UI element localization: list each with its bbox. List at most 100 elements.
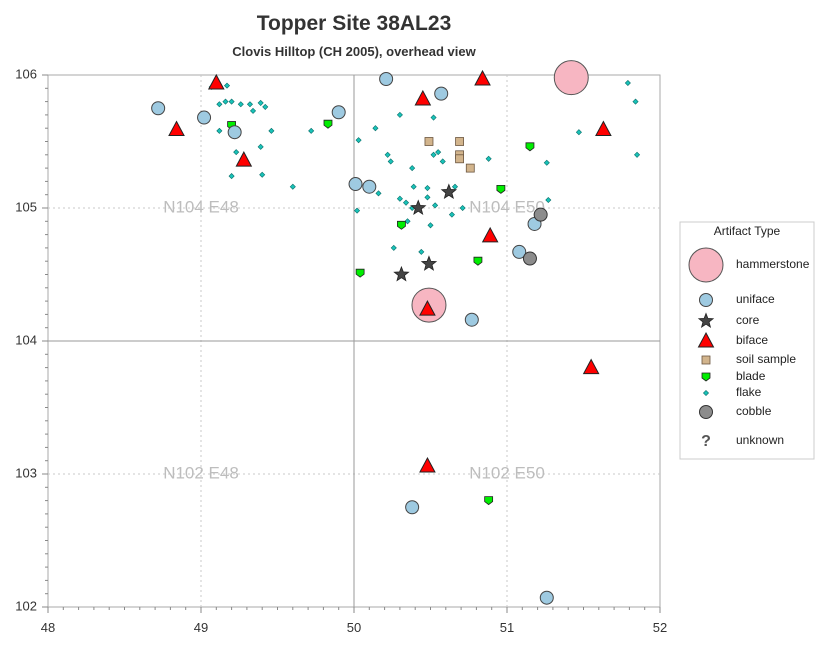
soil-sample-point xyxy=(424,137,434,146)
flake-point xyxy=(396,111,403,118)
grid-label-n104-e50: N104 E50 xyxy=(469,197,545,216)
blade-point xyxy=(484,496,494,506)
flake-point xyxy=(485,155,492,162)
blade-point xyxy=(323,119,333,129)
flake-point xyxy=(459,204,466,212)
flake-point xyxy=(424,185,431,192)
flake-point xyxy=(228,173,235,180)
legend-symbol-blade xyxy=(701,372,711,382)
blade-point xyxy=(496,184,506,194)
flake-point xyxy=(222,98,229,105)
flake-point xyxy=(259,171,266,178)
x-tick-label: 50 xyxy=(347,620,361,635)
flake-point xyxy=(448,211,455,218)
flake-point xyxy=(427,222,434,229)
flake-point xyxy=(354,207,361,214)
legend-label-biface: biface xyxy=(736,333,768,347)
flake-point xyxy=(432,202,439,209)
legend-symbols xyxy=(688,247,724,419)
flake-point xyxy=(545,196,552,204)
uniface-point xyxy=(434,86,449,101)
flake-point xyxy=(216,127,223,134)
uniface-point xyxy=(151,101,166,116)
flake-point xyxy=(575,129,582,136)
uniface-point xyxy=(197,110,212,125)
y-tick-label: 106 xyxy=(15,66,37,81)
flake-point xyxy=(233,149,240,156)
biface-point xyxy=(207,73,225,90)
flake-point xyxy=(409,165,416,172)
flake-point xyxy=(634,151,641,158)
hammerstone-point xyxy=(553,60,589,96)
legend-label-flake: flake xyxy=(736,385,762,399)
chart-title: Topper Site 38AL23 xyxy=(257,12,452,35)
data-points xyxy=(151,60,641,605)
legend-symbol-soil-sample xyxy=(701,355,711,365)
biface-point xyxy=(414,89,432,106)
flake-point xyxy=(451,183,459,190)
flake-point xyxy=(410,183,417,190)
flake-point xyxy=(632,98,639,105)
legend-symbol-hammerstone xyxy=(688,247,724,283)
blade-point xyxy=(473,256,483,266)
x-axis-tick-labels: 48 49 50 51 52 xyxy=(41,620,667,635)
y-axis-tick-labels: 102 103 104 105 106 xyxy=(15,66,37,613)
flake-point xyxy=(223,82,231,89)
flake-point xyxy=(430,151,437,158)
cobble-point xyxy=(533,207,548,222)
uniface-point xyxy=(405,500,420,515)
flake-point xyxy=(439,158,446,165)
flake-point xyxy=(418,248,425,255)
legend-label-core: core xyxy=(736,313,760,327)
grid-label-n102-e48: N102 E48 xyxy=(163,463,239,482)
biface-point xyxy=(481,226,499,243)
uniface-point xyxy=(227,125,242,140)
flake-point xyxy=(424,194,431,201)
x-tick-label: 52 xyxy=(653,620,667,635)
core-point xyxy=(440,183,458,200)
flake-point xyxy=(257,99,264,106)
legend-title: Artifact Type xyxy=(714,224,781,238)
flake-point xyxy=(308,127,315,134)
legend-symbol-cobble xyxy=(699,405,713,419)
legend-label-soil-sample: soil sample xyxy=(736,352,796,366)
flake-point xyxy=(289,183,296,190)
flake-point xyxy=(430,114,437,121)
soil-sample-point xyxy=(455,154,464,164)
grid-square-labels: N104 E48 N104 E50 N102 E48 N102 E50 xyxy=(163,197,545,482)
x-tick-label: 48 xyxy=(41,620,55,635)
legend-symbol-uniface xyxy=(699,293,713,307)
flake-point xyxy=(402,199,410,206)
legend-symbol-core xyxy=(697,312,715,328)
flake-point xyxy=(237,101,244,108)
legend-label-hammerstone: hammerstone xyxy=(736,257,810,271)
axis-ticks xyxy=(42,74,661,613)
legend-label-blade: blade xyxy=(736,369,766,383)
grid-label-n102-e50: N102 E50 xyxy=(469,463,545,482)
flake-point xyxy=(390,244,397,251)
flake-point xyxy=(372,125,379,132)
uniface-point xyxy=(331,105,346,120)
flake-point xyxy=(262,103,269,110)
uniface-point xyxy=(464,312,479,327)
core-point xyxy=(410,199,427,215)
flake-point xyxy=(543,159,550,166)
flake-point xyxy=(257,143,264,150)
x-tick-label: 51 xyxy=(500,620,514,635)
flake-point xyxy=(435,149,442,156)
flake-point xyxy=(268,127,275,134)
flake-point xyxy=(375,190,382,197)
blade-point xyxy=(397,220,406,230)
flake-point xyxy=(384,151,391,158)
flake-point xyxy=(624,79,631,87)
unknown-question-icon: ? xyxy=(701,433,711,450)
biface-point xyxy=(419,300,436,316)
flake-point xyxy=(228,98,235,105)
biface-point xyxy=(474,69,491,86)
y-tick-label: 102 xyxy=(15,598,37,613)
flake-point xyxy=(249,107,257,114)
grid-lines xyxy=(48,75,660,607)
biface-point xyxy=(582,358,600,375)
core-point xyxy=(420,255,438,271)
y-tick-label: 104 xyxy=(15,332,37,347)
